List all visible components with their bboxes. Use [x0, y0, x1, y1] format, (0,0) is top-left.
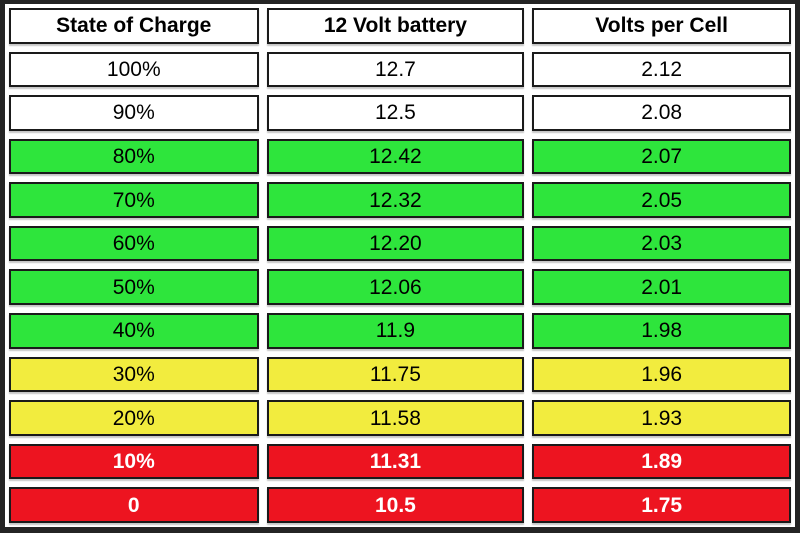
cell-12v-voltage: 12.7 — [266, 51, 525, 88]
cell-state-of-charge: 70% — [9, 182, 259, 218]
cell-12v-voltage: 10.5 — [266, 487, 525, 523]
cell-12v-voltage: 12.5 — [266, 95, 525, 131]
cell-12v-voltage: 11.75 — [266, 356, 525, 393]
cell-12v-voltage: 11.58 — [266, 400, 525, 436]
cell-volts-per-cell: 2.05 — [532, 182, 791, 218]
cell-state-of-charge: 60% — [9, 225, 259, 262]
cell-state-of-charge: 80% — [9, 138, 259, 175]
column-header-12-volt-battery: 12 Volt battery — [266, 8, 525, 44]
cell-volts-per-cell: 1.98 — [532, 313, 791, 349]
cell-volts-per-cell: 2.12 — [532, 51, 791, 88]
cell-volts-per-cell: 1.75 — [532, 487, 791, 523]
cell-volts-per-cell: 2.08 — [532, 95, 791, 131]
cell-volts-per-cell: 1.89 — [532, 443, 791, 480]
cell-state-of-charge: 40% — [9, 313, 259, 349]
cell-volts-per-cell: 2.07 — [532, 138, 791, 175]
cell-12v-voltage: 12.20 — [266, 225, 525, 262]
cell-state-of-charge: 20% — [9, 400, 259, 436]
cell-state-of-charge: 100% — [9, 51, 259, 88]
cell-12v-voltage: 11.31 — [266, 443, 525, 480]
cell-volts-per-cell: 1.96 — [532, 356, 791, 393]
cell-12v-voltage: 12.42 — [266, 138, 525, 175]
cell-state-of-charge: 10% — [9, 443, 259, 480]
cell-volts-per-cell: 2.03 — [532, 225, 791, 262]
cell-volts-per-cell: 2.01 — [532, 269, 791, 306]
cell-state-of-charge: 90% — [9, 95, 259, 131]
cell-12v-voltage: 12.06 — [266, 269, 525, 306]
cell-state-of-charge: 0 — [9, 487, 259, 523]
cell-12v-voltage: 12.32 — [266, 182, 525, 218]
column-header-volts-per-cell: Volts per Cell — [532, 8, 791, 44]
cell-state-of-charge: 30% — [9, 356, 259, 393]
cell-state-of-charge: 50% — [9, 269, 259, 306]
cell-volts-per-cell: 1.93 — [532, 400, 791, 436]
column-header-state-of-charge: State of Charge — [9, 8, 259, 44]
battery-soc-table: State of Charge 12 Volt battery Volts pe… — [9, 8, 791, 523]
cell-12v-voltage: 11.9 — [266, 313, 525, 349]
